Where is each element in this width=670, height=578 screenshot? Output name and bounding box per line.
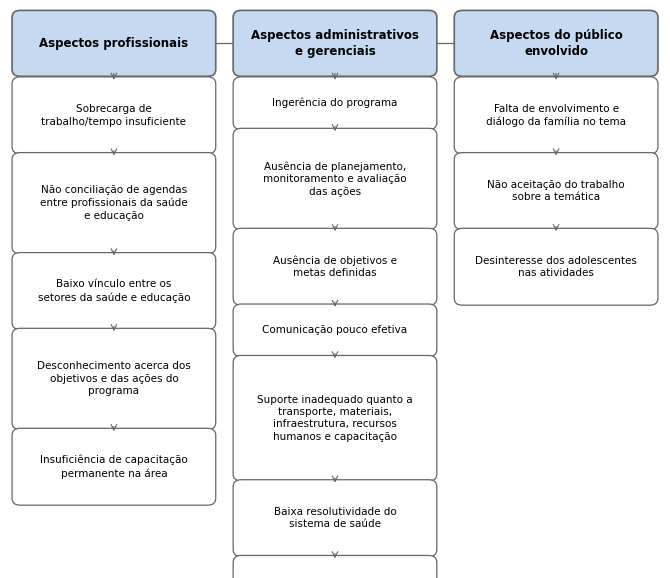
FancyBboxPatch shape (12, 77, 216, 154)
FancyBboxPatch shape (454, 10, 658, 76)
FancyBboxPatch shape (12, 10, 216, 76)
FancyBboxPatch shape (12, 428, 216, 505)
FancyBboxPatch shape (233, 10, 437, 76)
FancyBboxPatch shape (233, 555, 437, 578)
FancyBboxPatch shape (454, 153, 658, 229)
FancyBboxPatch shape (233, 77, 437, 129)
FancyBboxPatch shape (233, 228, 437, 305)
FancyBboxPatch shape (233, 304, 437, 357)
FancyBboxPatch shape (454, 228, 658, 305)
Text: Baixa resolutividade do
sistema de saúde: Baixa resolutividade do sistema de saúde (273, 507, 397, 529)
Text: Insuficiência de capacitação
permanente na área: Insuficiência de capacitação permanente … (40, 455, 188, 479)
FancyBboxPatch shape (233, 480, 437, 557)
Text: Aspectos profissionais: Aspectos profissionais (40, 37, 188, 50)
FancyBboxPatch shape (233, 355, 437, 481)
Text: Sobrecarga de
trabalho/tempo insuficiente: Sobrecarga de trabalho/tempo insuficient… (42, 104, 186, 127)
Text: Desconhecimento acerca dos
objetivos e das ações do
programa: Desconhecimento acerca dos objetivos e d… (37, 361, 191, 397)
FancyBboxPatch shape (233, 128, 437, 229)
Text: Desinteresse dos adolescentes
nas atividades: Desinteresse dos adolescentes nas ativid… (475, 255, 637, 278)
Text: Ingerência do programa: Ingerência do programa (272, 98, 398, 109)
Text: Aspectos do público
envolvido: Aspectos do público envolvido (490, 29, 622, 58)
Text: Falta de envolvimento e
diálogo da família no tema: Falta de envolvimento e diálogo da famíl… (486, 104, 626, 127)
FancyBboxPatch shape (12, 153, 216, 254)
Text: Não aceitação do trabalho
sobre a temática: Não aceitação do trabalho sobre a temáti… (487, 180, 625, 202)
Text: Ausência de objetivos e
metas definidas: Ausência de objetivos e metas definidas (273, 255, 397, 278)
Text: Baixo vínculo entre os
setores da saúde e educação: Baixo vínculo entre os setores da saúde … (38, 280, 190, 302)
Text: Não conciliação de agendas
entre profissionais da saúde
e educação: Não conciliação de agendas entre profiss… (40, 186, 188, 221)
Text: Comunicação pouco efetiva: Comunicação pouco efetiva (263, 325, 407, 335)
FancyBboxPatch shape (12, 253, 216, 329)
Text: Aspectos administrativos
e gerenciais: Aspectos administrativos e gerenciais (251, 29, 419, 58)
Text: Suporte inadequado quanto a
transporte, materiais,
infraestrutura, recursos
huma: Suporte inadequado quanto a transporte, … (257, 395, 413, 442)
FancyBboxPatch shape (12, 328, 216, 429)
FancyBboxPatch shape (454, 77, 658, 154)
Text: Ausência de planejamento,
monitoramento e avaliação
das ações: Ausência de planejamento, monitoramento … (263, 161, 407, 197)
